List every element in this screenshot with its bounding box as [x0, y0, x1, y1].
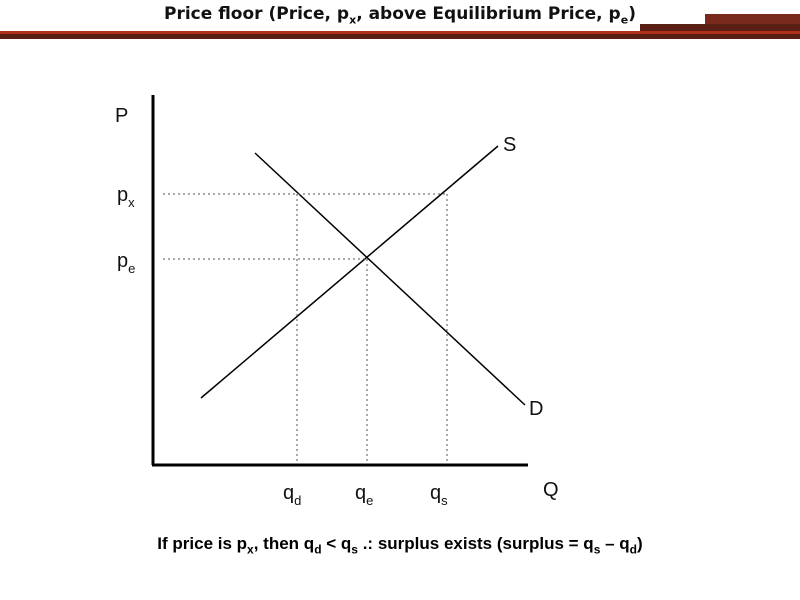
qe-label: qe: [355, 482, 373, 508]
supply-label: S: [503, 134, 516, 156]
slide-title-bar: Price floor (Price, px, above Equilibriu…: [0, 0, 800, 39]
pe-label: pe: [117, 250, 135, 276]
title-underline-dark: [0, 34, 800, 39]
px-label: px: [117, 184, 135, 210]
title-decor-bar: [705, 14, 800, 24]
quantity-axis-label: Q: [543, 479, 559, 501]
demand-curve: [254, 152, 526, 406]
qs-label: qs: [430, 482, 448, 508]
surplus-caption: If price is px, then qd < qs .: surplus …: [157, 534, 643, 557]
qd-label: qd: [283, 482, 301, 508]
title-underline-red: [0, 31, 800, 34]
price-axis-label: P: [115, 105, 128, 127]
demand-label: D: [529, 398, 543, 420]
slide-title: Price floor (Price, px, above Equilibriu…: [164, 4, 636, 27]
supply-curve: [200, 145, 499, 399]
